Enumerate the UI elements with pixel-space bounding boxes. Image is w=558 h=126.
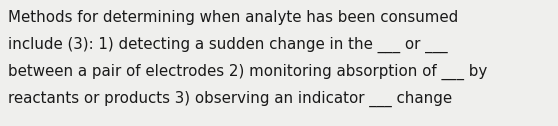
Text: reactants or products 3) observing an indicator ___ change: reactants or products 3) observing an in…	[8, 91, 452, 107]
Text: between a pair of electrodes 2) monitoring absorption of ___ by: between a pair of electrodes 2) monitori…	[8, 64, 487, 80]
Text: include (3): 1) detecting a sudden change in the ___ or ___: include (3): 1) detecting a sudden chang…	[8, 37, 448, 53]
Text: Methods for determining when analyte has been consumed: Methods for determining when analyte has…	[8, 10, 458, 25]
